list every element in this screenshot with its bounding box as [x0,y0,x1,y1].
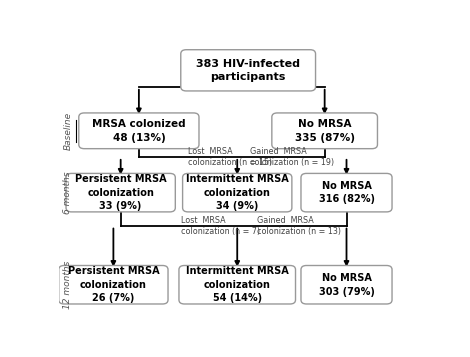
Text: No MRSA
303 (79%): No MRSA 303 (79%) [319,273,375,297]
Text: 383 HIV-infected
participants: 383 HIV-infected participants [196,59,300,82]
Text: Gained  MRSA
colonization (n = 19): Gained MRSA colonization (n = 19) [250,147,334,167]
Text: Baseline: Baseline [63,112,72,150]
FancyBboxPatch shape [301,266,392,304]
FancyBboxPatch shape [301,174,392,212]
Text: 12 months: 12 months [63,261,72,309]
FancyBboxPatch shape [182,174,292,212]
Text: Intermittent MRSA
colonization
34 (9%): Intermittent MRSA colonization 34 (9%) [186,174,289,211]
Text: Intermittent MRSA
colonization
54 (14%): Intermittent MRSA colonization 54 (14%) [186,266,289,303]
Text: Gained  MRSA
colonization (n = 13): Gained MRSA colonization (n = 13) [257,216,341,236]
Text: Persistent MRSA
colonization
26 (7%): Persistent MRSA colonization 26 (7%) [68,266,159,303]
FancyBboxPatch shape [59,266,168,304]
FancyBboxPatch shape [66,174,175,212]
Text: Persistent MRSA
colonization
33 (9%): Persistent MRSA colonization 33 (9%) [75,174,166,211]
FancyBboxPatch shape [181,50,315,91]
Text: Lost  MRSA
colonization (n = 15): Lost MRSA colonization (n = 15) [188,147,272,167]
Text: No MRSA
335 (87%): No MRSA 335 (87%) [295,119,355,142]
Text: MRSA colonized
48 (13%): MRSA colonized 48 (13%) [92,119,186,142]
FancyBboxPatch shape [79,113,199,149]
Text: Lost  MRSA
colonization (n = 7): Lost MRSA colonization (n = 7) [181,216,260,236]
Text: 6 months: 6 months [63,171,72,214]
Text: No MRSA
316 (82%): No MRSA 316 (82%) [319,181,375,205]
FancyBboxPatch shape [179,266,296,304]
FancyBboxPatch shape [272,113,377,149]
